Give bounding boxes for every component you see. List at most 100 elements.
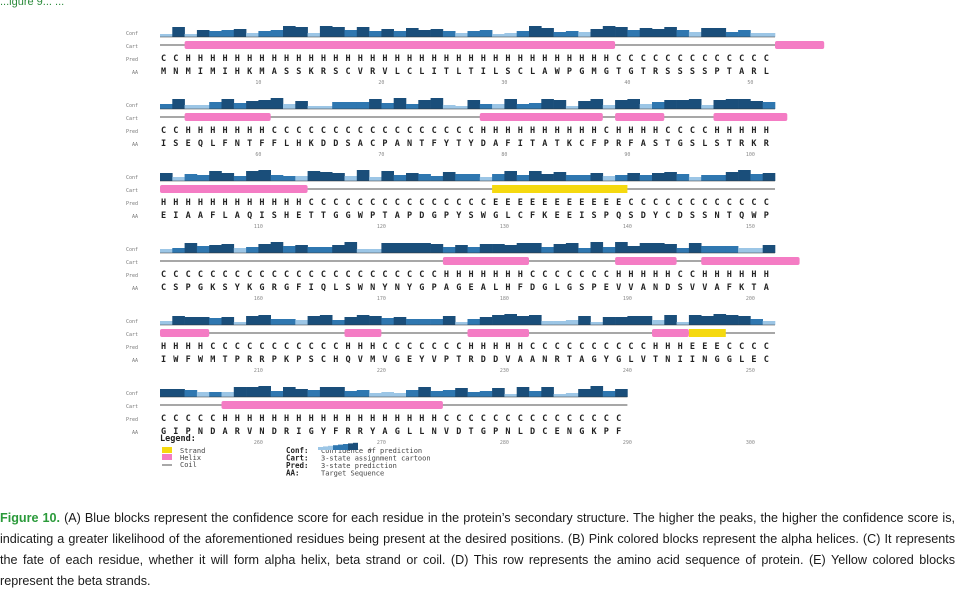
- pred-letter: H: [296, 54, 301, 64]
- confidence-bar: [553, 244, 567, 253]
- pred-letter: C: [407, 126, 412, 136]
- pred-letter: H: [727, 270, 732, 280]
- confidence-bar: [615, 389, 628, 397]
- legend-strand-label: Strand: [180, 447, 205, 455]
- legend-def-desc: Confidence of prediction: [321, 447, 422, 455]
- aa-letter: V: [702, 283, 707, 293]
- confidence-bar: [615, 100, 628, 109]
- pred-letter: C: [272, 270, 277, 280]
- confidence-bar: [233, 322, 247, 325]
- aa-letter: A: [395, 139, 400, 149]
- aa-letter: I: [161, 355, 166, 365]
- position-tick: 220: [377, 368, 386, 374]
- aa-letter: P: [235, 355, 240, 365]
- confidence-bar: [356, 315, 370, 325]
- confidence-bar: [209, 245, 222, 253]
- pred-letter: H: [665, 342, 670, 352]
- pred-letter: H: [567, 54, 572, 64]
- confidence-bar: [504, 33, 517, 37]
- pred-letter: C: [173, 270, 178, 280]
- pred-letter: H: [186, 342, 191, 352]
- pred-letter: E: [567, 198, 572, 208]
- pred-letter: C: [592, 342, 597, 352]
- pred-letter: C: [333, 270, 338, 280]
- pred-letter: C: [739, 198, 744, 208]
- confidence-bar: [701, 316, 714, 325]
- aa-letter: G: [161, 427, 166, 437]
- confidence-bar: [688, 99, 702, 109]
- confidence-bar: [738, 170, 751, 181]
- pred-letter: E: [555, 198, 560, 208]
- confidence-bar: [676, 100, 690, 109]
- aa-letter: F: [530, 211, 535, 221]
- confidence-bar: [406, 243, 419, 253]
- aa-letter: T: [555, 139, 560, 149]
- position-tick: 140: [623, 224, 632, 230]
- pred-letter: H: [653, 126, 658, 136]
- aa-letter: T: [456, 355, 461, 365]
- confidence-bar: [664, 315, 677, 325]
- confidence-bar: [627, 246, 640, 253]
- legend-confidence-glyph: [353, 442, 358, 450]
- confidence-bar: [738, 30, 751, 37]
- confidence-bar: [418, 319, 431, 325]
- cartoon-helix-block: [344, 329, 382, 337]
- confidence-bar: [652, 102, 665, 109]
- confidence-bar: [209, 31, 222, 37]
- aa-letter: W: [358, 283, 364, 293]
- confidence-bar: [652, 243, 665, 253]
- confidence-bar: [356, 170, 370, 181]
- position-tick: 180: [500, 296, 509, 302]
- aa-letter: F: [296, 283, 301, 293]
- aa-letter: G: [604, 67, 609, 77]
- figure-label: Figure 10.: [0, 511, 61, 525]
- pred-letter: C: [346, 198, 351, 208]
- confidence-bar: [565, 175, 579, 181]
- pred-letter: H: [407, 54, 412, 64]
- aa-letter: D: [641, 211, 646, 221]
- aa-letter: K: [739, 283, 745, 293]
- confidence-bar: [762, 173, 776, 181]
- aa-letter: M: [186, 67, 191, 77]
- pred-letter: C: [296, 126, 301, 136]
- aa-letter: C: [161, 283, 166, 293]
- pred-letter: H: [395, 414, 400, 424]
- confidence-bar: [590, 173, 604, 181]
- confidence-bar: [233, 103, 247, 109]
- aa-letter: V: [358, 355, 363, 365]
- pred-letter: H: [628, 126, 633, 136]
- aa-letter: K: [210, 283, 216, 293]
- aa-letter: G: [493, 211, 498, 221]
- confidence-bar: [750, 319, 763, 325]
- pred-letter: C: [628, 54, 633, 64]
- confidence-bar: [319, 387, 333, 397]
- confidence-bar: [258, 31, 271, 37]
- pred-letter: H: [247, 54, 252, 64]
- aa-letter: M: [259, 67, 264, 77]
- confidence-bar: [233, 176, 247, 181]
- aa-letter: R: [616, 139, 622, 149]
- aa-letter: Y: [604, 355, 610, 365]
- aa-letter: G: [481, 427, 486, 437]
- aa-letter: D: [481, 139, 486, 149]
- aa-letter: F: [186, 355, 191, 365]
- aa-letter: L: [456, 67, 461, 77]
- pred-letter: C: [210, 342, 215, 352]
- aa-letter: N: [173, 67, 178, 77]
- aa-letter: T: [382, 211, 387, 221]
- aa-letter: K: [309, 67, 315, 77]
- pred-letter: H: [702, 270, 707, 280]
- confidence-bar: [688, 32, 702, 37]
- confidence-bar: [578, 175, 591, 181]
- pred-letter: H: [321, 54, 326, 64]
- pred-letter: C: [419, 126, 424, 136]
- aa-letter: P: [382, 139, 387, 149]
- aa-letter: Q: [346, 355, 351, 365]
- pred-letter: H: [210, 54, 215, 64]
- pred-letter: C: [616, 414, 621, 424]
- aa-letter: G: [284, 283, 289, 293]
- aa-letter: F: [223, 139, 228, 149]
- confidence-bar: [418, 100, 431, 109]
- confidence-bar: [553, 172, 567, 181]
- pred-letter: H: [198, 342, 203, 352]
